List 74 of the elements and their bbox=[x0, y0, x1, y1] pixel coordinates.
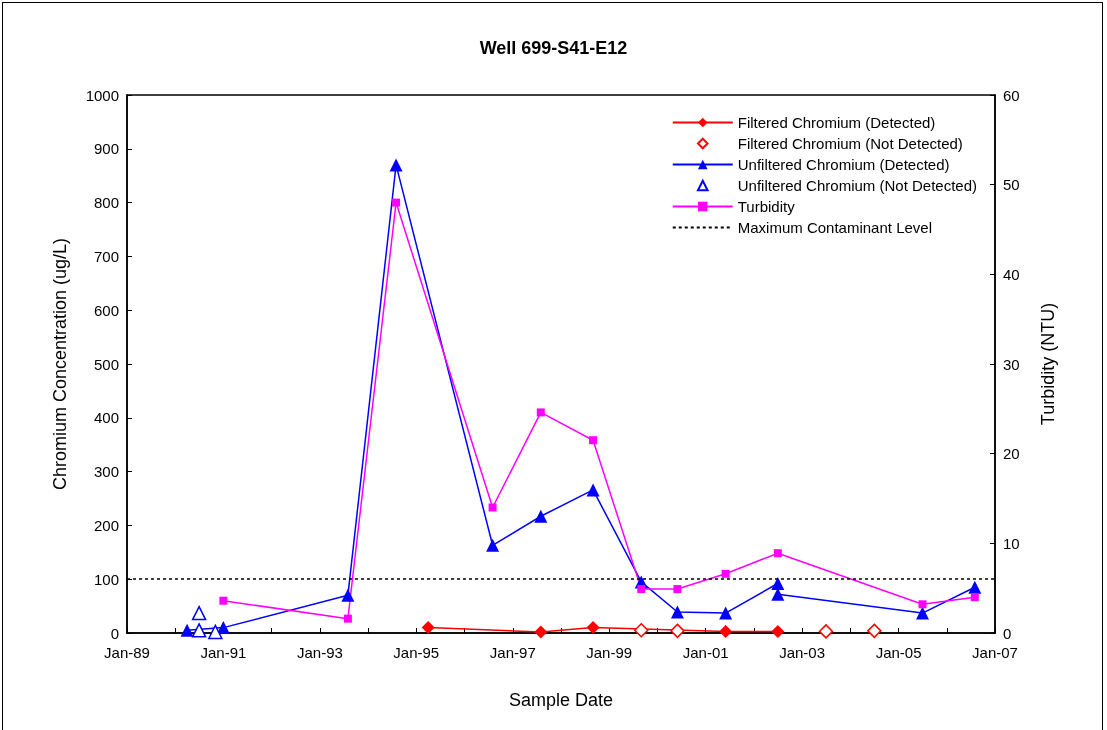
y-tick-label: 900 bbox=[93, 140, 119, 158]
point bbox=[818, 624, 834, 639]
point bbox=[191, 605, 207, 621]
point bbox=[719, 624, 733, 638]
legend-label: Turbidity bbox=[737, 198, 796, 215]
y-axis-title: Chromium Concentration (ug/L) bbox=[50, 237, 70, 491]
x-tick-label: Jan-07 bbox=[972, 644, 1018, 661]
y-tick-label: 700 bbox=[93, 247, 119, 265]
point bbox=[970, 593, 979, 602]
y2-tick-label: 30 bbox=[1003, 355, 1020, 373]
legend-label: Unfiltered Chromium (Detected) bbox=[737, 156, 950, 173]
y-tick-label: 200 bbox=[93, 516, 119, 534]
point bbox=[392, 198, 401, 207]
point bbox=[191, 623, 207, 638]
y2-tick-label: 60 bbox=[1003, 86, 1020, 104]
point bbox=[586, 483, 600, 497]
x-tick-label: Jan-99 bbox=[586, 644, 633, 661]
point bbox=[534, 625, 548, 639]
point bbox=[488, 503, 497, 512]
x-tick-label: Jan-01 bbox=[682, 644, 729, 661]
y2-tick-label: 10 bbox=[1003, 534, 1020, 552]
x-tick-label: Jan-91 bbox=[200, 644, 247, 661]
point bbox=[918, 600, 927, 609]
y-tick-label: 800 bbox=[93, 194, 119, 212]
x-axis-title: Sample Date bbox=[508, 690, 614, 710]
point bbox=[180, 623, 194, 637]
point bbox=[670, 623, 685, 639]
x-tick-label: Jan-97 bbox=[489, 644, 536, 661]
point bbox=[486, 538, 500, 552]
point bbox=[343, 614, 352, 623]
y2-axis-title: Turbidity (NTU) bbox=[1038, 302, 1058, 426]
y-tick-label: 300 bbox=[93, 463, 119, 481]
point bbox=[389, 158, 403, 172]
point bbox=[534, 509, 548, 523]
point bbox=[771, 624, 785, 638]
legend-label: Filtered Chromium (Not Detected) bbox=[737, 135, 963, 152]
legend-label: Filtered Chromium (Detected) bbox=[737, 114, 936, 131]
point bbox=[536, 408, 545, 417]
point bbox=[670, 605, 684, 619]
y-tick-label: 1000 bbox=[85, 86, 119, 104]
x-tick-label: Jan-89 bbox=[104, 644, 150, 661]
point bbox=[916, 606, 930, 620]
point bbox=[637, 585, 646, 594]
y2-tick-label: 20 bbox=[1003, 445, 1020, 463]
y-tick-label: 400 bbox=[93, 409, 119, 427]
point bbox=[968, 580, 982, 594]
point bbox=[773, 549, 782, 558]
point bbox=[219, 596, 228, 605]
point bbox=[421, 621, 435, 635]
y-tick-label: 500 bbox=[93, 355, 119, 373]
x-tick-label: Jan-03 bbox=[779, 644, 826, 661]
point bbox=[634, 623, 649, 638]
point bbox=[771, 577, 785, 590]
point bbox=[867, 623, 882, 639]
y-tick-label: 100 bbox=[93, 570, 119, 588]
legend-label: Unfiltered Chromium (Not Detected) bbox=[737, 177, 977, 194]
point bbox=[586, 621, 600, 635]
point bbox=[719, 606, 733, 620]
x-tick-label: Jan-93 bbox=[296, 644, 343, 661]
x-tick-label: Jan-95 bbox=[393, 644, 440, 661]
y2-tick-label: 0 bbox=[1003, 624, 1012, 642]
point bbox=[673, 585, 682, 594]
legend-label: Maximum Contaminant Level bbox=[737, 219, 932, 236]
y-tick-label: 0 bbox=[110, 624, 119, 642]
point bbox=[589, 436, 598, 445]
point bbox=[216, 621, 230, 635]
chart-title: Well 699-S41-E12 bbox=[479, 38, 628, 58]
y-tick-label: 600 bbox=[93, 301, 119, 319]
point bbox=[208, 624, 223, 640]
x-tick-label: Jan-05 bbox=[875, 644, 922, 661]
point bbox=[341, 588, 355, 602]
y2-tick-label: 40 bbox=[1003, 265, 1020, 283]
y2-tick-label: 50 bbox=[1003, 176, 1020, 194]
point bbox=[721, 569, 730, 578]
